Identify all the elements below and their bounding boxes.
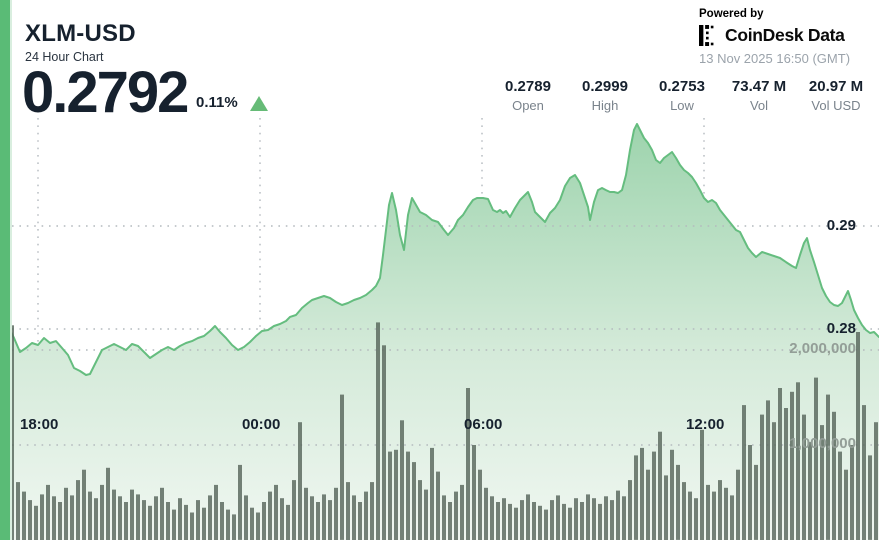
stat-volume: 73.47 M Vol — [723, 78, 795, 113]
volume-bars — [10, 322, 878, 540]
stat-low: 0.2753 Low — [646, 78, 718, 113]
brand-name: CoinDesk Data — [725, 25, 845, 45]
stat-open-value: 0.2789 — [505, 78, 551, 95]
stat-high-label: High — [591, 98, 619, 113]
timestamp: 13 Nov 2025 16:50 (GMT) — [699, 51, 851, 66]
coindesk-logo-icon — [699, 25, 714, 46]
price-line — [9, 123, 879, 376]
current-price: 0.2792 — [22, 60, 189, 125]
stat-volume-usd-value: 20.97 M — [808, 78, 864, 95]
stat-open: 0.2789 Open — [492, 78, 564, 113]
change-percent: 0.11% — [196, 94, 238, 111]
stat-low-value: 0.2753 — [659, 78, 705, 95]
stat-volume-usd: 20.97 M Vol USD — [800, 78, 872, 113]
brand-block: Powered by CoinDesk Data 13 Nov 2025 16:… — [699, 8, 859, 66]
time-axis-label: 12:00 — [686, 416, 725, 433]
accent-bar — [0, 0, 10, 540]
time-axis-label: 18:00 — [20, 416, 59, 433]
volume-axis-label: 1,000,000 — [789, 435, 856, 452]
accent-bar-edge — [10, 0, 12, 540]
chart-subtitle: 24 Hour Chart — [25, 50, 104, 64]
stat-low-label: Low — [670, 98, 694, 113]
stat-volume-label: Vol — [749, 98, 769, 113]
brand-row[interactable]: CoinDesk Data — [699, 25, 859, 46]
stat-high-value: 0.2999 — [582, 78, 628, 95]
stat-volume-usd-label: Vol USD — [811, 98, 861, 113]
up-triangle-icon — [250, 96, 268, 111]
price-axis-label: 0.29 — [826, 217, 856, 234]
time-axis-label: 06:00 — [464, 416, 503, 433]
price-axis-label: 0.28 — [826, 320, 856, 337]
stats-row: 0.2789 Open 0.2999 High 0.2753 Low 73.47… — [492, 78, 872, 113]
stat-open-label: Open — [512, 98, 544, 113]
volume-axis-label: 2,000,000 — [789, 340, 856, 357]
time-axis-label: 00:00 — [242, 416, 281, 433]
powered-by-label: Powered by — [699, 8, 764, 20]
stat-high: 0.2999 High — [569, 78, 641, 113]
stat-volume-value: 73.47 M — [731, 78, 787, 95]
symbol-title: XLM-USD — [25, 20, 136, 47]
